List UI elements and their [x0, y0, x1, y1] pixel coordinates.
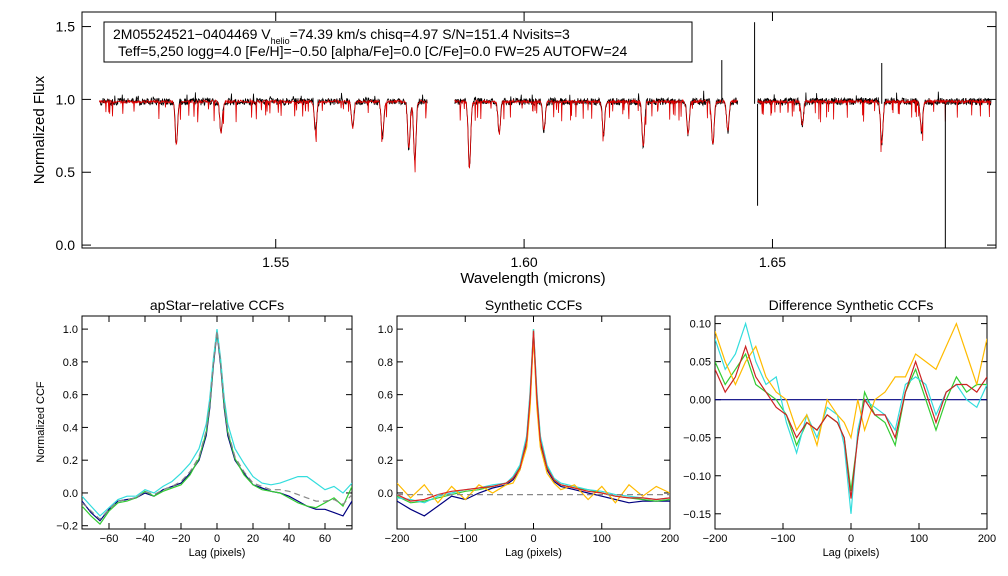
y-tick-label: −0.2 [56, 521, 78, 533]
x-tick-label: 1.60 [510, 254, 537, 270]
synthetic-spectrum [99, 98, 992, 173]
ccf-series-visit-3 [82, 329, 352, 517]
annotation-star-id: 2M05524521−0404469 V [113, 26, 271, 42]
annotation-stats: =74.39 km/s chisq=4.97 S/N=151.4 Nvisits… [290, 26, 570, 42]
x-tick-label: 20 [247, 533, 259, 545]
y-tick-label: 1.0 [378, 324, 393, 336]
y-tick-label: 0.0 [63, 488, 78, 500]
y-tick-label: 0.0 [56, 237, 76, 253]
apstar-ccf-panel: −60 −40 −20 0 20 40 60 −0.2 0.0 0.2 0.4 0.6 0.8 1.0 ap… [35, 297, 353, 559]
y-tick-label: 0.2 [378, 455, 393, 467]
y-axis-label: Normalized Flux [31, 75, 48, 184]
y-tick-label: 0.6 [378, 390, 393, 402]
annotation-subscript: helio [271, 36, 290, 46]
plot-frame [81, 11, 997, 249]
y-tick-label: 1.0 [63, 324, 78, 336]
y-tick-label: −0.15 [683, 509, 711, 521]
ccf-series-visit-2 [82, 330, 352, 526]
ccf-series-visit-2 [715, 321, 987, 514]
y-axis-label: Normalized CCF [35, 381, 47, 463]
y-tick-label: 0.4 [63, 422, 78, 434]
x-tick-label: 0 [214, 533, 220, 545]
ccf-series-mean [82, 330, 352, 521]
x-axis-label: Lag (pixels) [823, 547, 880, 559]
y-tick-label: 0.5 [56, 164, 76, 180]
y-tick-label: 0.05 [690, 357, 711, 369]
x-tick-label: 200 [661, 533, 679, 545]
annotation-line-2: Teff=5,250 logg=4.0 [Fe/H]=−0.50 [alpha/… [118, 43, 627, 59]
ccf-series-visit-1 [715, 352, 987, 492]
y-tick-label: 0.4 [378, 422, 393, 434]
ccf-series-visit-2 [397, 329, 670, 504]
y-tick-label: 0.8 [378, 357, 393, 369]
panel-title: Difference Synthetic CCFs [769, 297, 934, 313]
x-tick-label: 1.55 [262, 254, 289, 270]
panel-title: Synthetic CCFs [485, 297, 582, 313]
series-group [715, 321, 987, 514]
x-tick-label: −40 [136, 533, 155, 545]
x-tick-label: −60 [100, 533, 119, 545]
x-tick-label: −100 [771, 533, 796, 545]
ccf-series-synthetic-b [715, 344, 987, 499]
ccf-series-synthetic-a [397, 335, 670, 504]
y-tick-label: −0.05 [683, 433, 711, 445]
synthetic-spectrum-chip [757, 98, 992, 153]
y-tick-label: 0.10 [690, 319, 711, 331]
y-tick-label: 1.0 [56, 91, 76, 107]
ccf-series-visit-3 [715, 321, 987, 448]
y-tick-label: 0.6 [63, 390, 78, 402]
x-tick-label: 100 [910, 533, 928, 545]
x-tick-label: 1.65 [759, 254, 786, 270]
x-tick-label: 0 [530, 533, 536, 545]
x-tick-label: −200 [385, 533, 410, 545]
x-axis-label: Lag (pixels) [189, 547, 246, 559]
spectrum-panel: 1.55 1.60 1.65 0.0 0.5 1.0 1.5 Wavelength (micr… [31, 11, 997, 287]
y-tick-label: 1.5 [56, 19, 76, 35]
plot-frame [81, 315, 353, 530]
ccf-series-visit-3 [397, 329, 670, 504]
annotation-line-1: 2M05524521−0404469 Vhelio=74.39 km/s chi… [113, 26, 570, 46]
x-tick-label: 0 [848, 533, 854, 545]
y-tick-label: 0.00 [690, 395, 711, 407]
synthetic-ccf-panel: −200 −100 0 100 200 0.0 0.2 0.4 0.6 0.8 1.0 Synthet… [378, 297, 679, 559]
panel-title: apStar−relative CCFs [150, 297, 284, 313]
difference-ccf-panel: −200 −100 0 100 200 −0.15 −0.10 −0.05 0.00 0.05 0.… [683, 297, 996, 559]
x-tick-label: −20 [172, 533, 191, 545]
x-tick-label: 40 [283, 533, 295, 545]
annotation-box [103, 21, 693, 63]
x-tick-label: 200 [978, 533, 996, 545]
series-group [397, 329, 670, 517]
y-tick-label: 0.0 [378, 488, 393, 500]
x-tick-label: 100 [593, 533, 611, 545]
synthetic-spectrum-chip [454, 98, 738, 169]
x-axis-label: Lag (pixels) [505, 547, 562, 559]
observed-spectrum-chip [757, 91, 992, 146]
series-group [82, 329, 352, 526]
x-tick-label: 60 [319, 533, 331, 545]
y-tick-label: 0.2 [63, 455, 78, 467]
x-axis-label: Wavelength (microns) [460, 270, 605, 287]
x-tick-label: −200 [703, 533, 728, 545]
x-tick-label: −100 [453, 533, 478, 545]
y-tick-label: 0.8 [63, 357, 78, 369]
y-tick-label: −0.10 [683, 471, 711, 483]
synthetic-spectrum-chip [99, 98, 428, 173]
ccf-series-visit-1 [82, 332, 352, 522]
ccf-series-synthetic-b [397, 330, 670, 502]
ccf-series-visit-1 [397, 332, 670, 517]
